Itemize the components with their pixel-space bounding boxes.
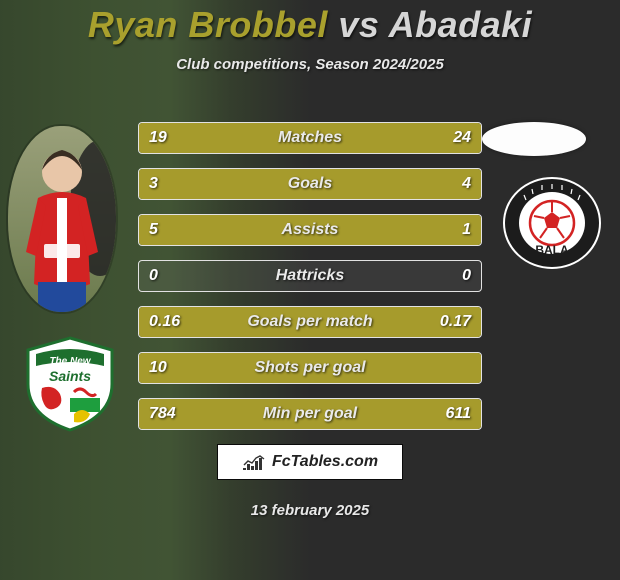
stat-row-gpm: 0.16 Goals per match 0.17 <box>138 306 482 338</box>
player2-name: Abadaki <box>389 4 533 45</box>
stat-row-matches: 19 Matches 24 <box>138 122 482 154</box>
player2-placeholder-oval <box>482 122 586 156</box>
stat-value-right: 0.17 <box>440 307 471 337</box>
stat-label: Shots per goal <box>139 353 481 383</box>
stat-row-goals: 3 Goals 4 <box>138 168 482 200</box>
stat-label: Goals per match <box>139 307 481 337</box>
stat-value-right: 0 <box>462 261 471 291</box>
vs-text: vs <box>338 4 379 45</box>
date-text: 13 february 2025 <box>0 502 620 519</box>
stat-label: Assists <box>139 215 481 245</box>
svg-text:The New: The New <box>49 356 91 367</box>
comparison-title: Ryan Brobbel vs Abadaki <box>0 0 620 46</box>
stat-label: Hattricks <box>139 261 481 291</box>
stat-row-spg: 10 Shots per goal <box>138 352 482 384</box>
stat-row-hattricks: 0 Hattricks 0 <box>138 260 482 292</box>
player1-name: Ryan Brobbel <box>88 4 328 45</box>
player2-club-badge: BALA <box>502 176 602 270</box>
stat-label: Matches <box>139 123 481 153</box>
stat-value-right: 611 <box>445 399 471 429</box>
player1-club-badge: The New Saints <box>20 334 120 434</box>
brand-text: FcTables.com <box>272 453 378 471</box>
stat-value-right: 1 <box>462 215 471 245</box>
player1-photo <box>6 124 118 314</box>
stat-row-mpg: 784 Min per goal 611 <box>138 398 482 430</box>
stat-label: Goals <box>139 169 481 199</box>
stat-value-right: 4 <box>462 169 471 199</box>
stat-row-assists: 5 Assists 1 <box>138 214 482 246</box>
subtitle: Club competitions, Season 2024/2025 <box>0 56 620 73</box>
stat-value-right: 24 <box>453 123 471 153</box>
brand-logo-icon <box>242 453 268 471</box>
brand-box: FcTables.com <box>217 444 403 480</box>
svg-text:BALA: BALA <box>535 243 569 257</box>
svg-text:Saints: Saints <box>49 368 91 384</box>
stat-label: Min per goal <box>139 399 481 429</box>
stats-bars: 19 Matches 24 3 Goals 4 5 Assists 1 0 Ha… <box>138 122 482 444</box>
